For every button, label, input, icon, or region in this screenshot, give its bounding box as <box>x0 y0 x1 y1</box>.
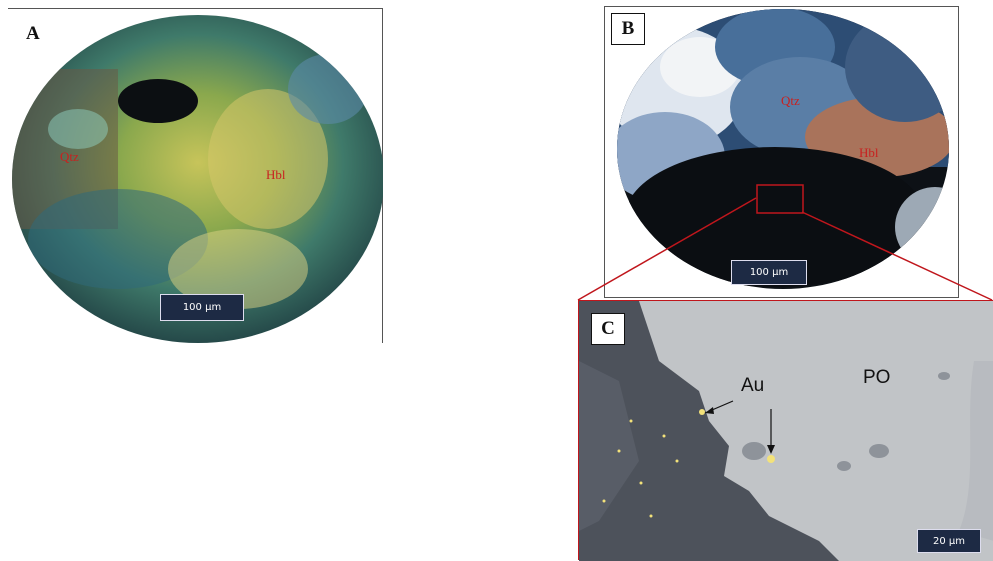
mineral-label-hbl: Hbl <box>859 145 879 160</box>
scale-bar-a: 100 µm <box>160 294 244 321</box>
panel-b: B Qtz Hbl 100 µm <box>604 6 959 298</box>
panel-a: A Qtz Hbl 100 µm <box>8 8 383 343</box>
micrograph-c <box>579 301 993 561</box>
scale-bar-b: 100 µm <box>731 260 807 285</box>
micrograph-b <box>617 9 949 289</box>
panel-letter-c: C <box>591 313 625 345</box>
mineral-label-qtz: Qtz <box>781 93 800 108</box>
panel-letter-b: B <box>611 13 645 45</box>
mineral-label-qtz: Qtz <box>60 149 79 164</box>
panel-letter-a: A <box>26 23 40 44</box>
pyrrhotite-label: PO <box>863 367 891 388</box>
gold-label: Au <box>741 375 765 396</box>
panel-c: C Au PO 20 µm <box>578 300 993 561</box>
micrograph-a <box>12 15 383 343</box>
mineral-label-hbl: Hbl <box>266 167 286 182</box>
scale-bar-c: 20 µm <box>917 529 981 553</box>
